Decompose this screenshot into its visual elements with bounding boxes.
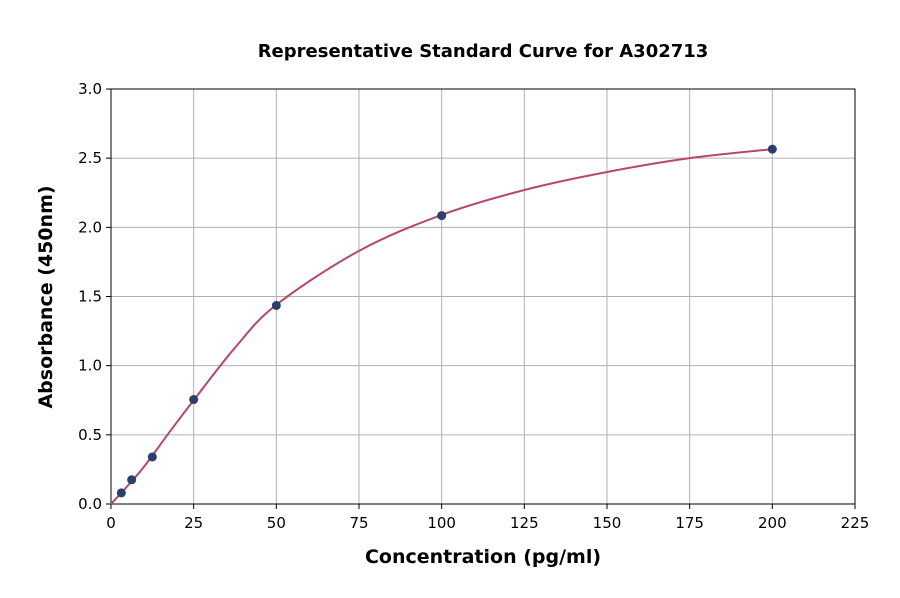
x-tick-label: 125: [510, 514, 539, 532]
x-tick-label: 150: [593, 514, 622, 532]
y-tick-label: 0.5: [78, 426, 102, 444]
x-tick-label: 100: [427, 514, 456, 532]
x-tick-label: 50: [267, 514, 286, 532]
x-tick-label: 25: [184, 514, 203, 532]
x-tick-label: 200: [758, 514, 787, 532]
y-tick-label: 2.5: [78, 149, 102, 167]
data-point: [147, 452, 157, 462]
x-tick-label: 75: [349, 514, 368, 532]
data-point: [127, 475, 137, 485]
y-tick-label: 1.5: [78, 288, 102, 306]
y-tick-label: 2.0: [78, 218, 102, 236]
y-axis-label: Absorbance (450nm): [35, 185, 57, 408]
y-tick-label: 0.0: [78, 495, 102, 513]
x-tick-label: 0: [106, 514, 116, 532]
x-tick-label: 225: [841, 514, 870, 532]
plot-frame: [110, 88, 856, 505]
x-axis-label: Concentration (pg/ml): [365, 546, 601, 568]
data-point: [271, 300, 281, 310]
y-tick-label: 3.0: [78, 80, 102, 98]
fit-curve: [110, 148, 773, 505]
x-tick-label: 175: [675, 514, 704, 532]
data-point: [437, 211, 447, 221]
y-tick-label: 1.0: [78, 357, 102, 375]
chart-title: Representative Standard Curve for A30271…: [258, 41, 709, 62]
data-point: [767, 144, 777, 154]
data-point: [189, 395, 199, 405]
data-point: [116, 488, 126, 498]
